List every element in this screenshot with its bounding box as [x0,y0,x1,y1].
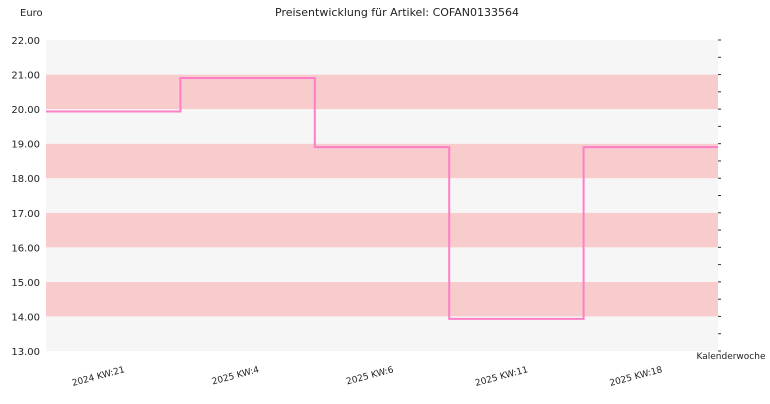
x-axis-label: Kalenderwoche [696,352,765,362]
grid-band [46,247,718,282]
y-axis-label: Euro [20,8,43,19]
grid-band [46,109,718,144]
y-tick-label: 17.00 [11,209,40,220]
grid-band [46,281,718,317]
background-bands [46,40,718,351]
y-tick-label: 14.00 [11,312,40,323]
y-tick-label: 22.00 [11,36,40,47]
chart-title: Preisentwicklung für Artikel: COFAN01335… [275,6,519,19]
x-tick-label: 2024 KW:21 [71,365,126,389]
x-tick-label: 2025 KW:4 [211,365,261,387]
y-tick-label: 20.00 [11,105,40,116]
grid-band [46,143,718,179]
grid-band [46,178,718,213]
y-tick-label: 15.00 [11,278,40,289]
grid-band [46,40,718,75]
x-tick-labels: 2024 KW:21 2025 KW:4 2025 KW:6 2025 KW:11 20… [71,365,664,389]
grid-band [46,74,718,110]
x-tick-label: 2025 KW:11 [474,365,529,389]
price-step-line [46,77,718,320]
grid-band [46,212,718,248]
right-axis-ticks [718,39,721,352]
x-tick-label: 2025 KW:6 [345,365,395,387]
grid-band [46,316,718,351]
y-tick-label: 18.00 [11,174,40,185]
y-tick-label: 19.00 [11,140,40,151]
y-tick-label: 21.00 [11,71,40,82]
x-tick-label: 2025 KW:18 [609,365,664,389]
y-tick-label: 16.00 [11,243,40,254]
y-tick-label: 13.00 [11,347,40,358]
y-tick-labels: 13.00 14.00 15.00 16.00 17.00 18.00 19.00 20.00… [11,36,40,358]
